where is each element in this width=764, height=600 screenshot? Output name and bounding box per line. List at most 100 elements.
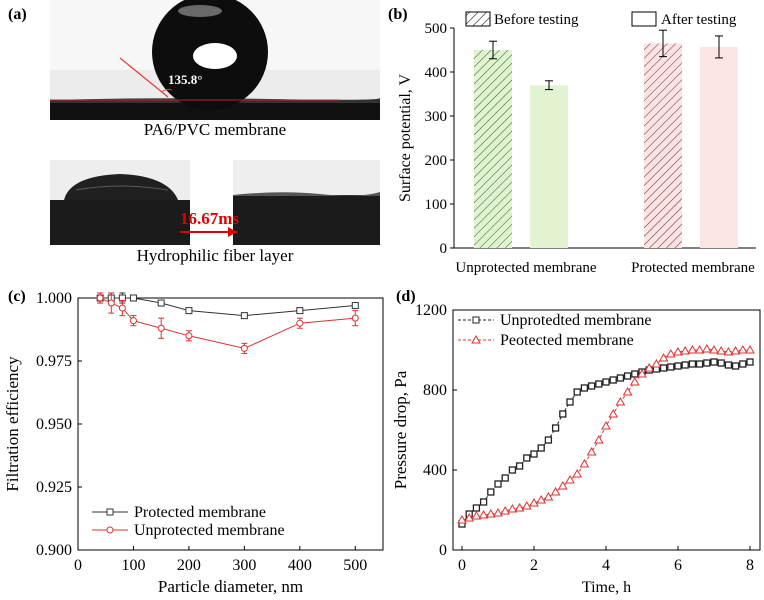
data-point (644, 362, 655, 372)
x-tick-label: 400 (288, 557, 312, 574)
data-point (514, 502, 525, 512)
data-point (595, 380, 603, 388)
data-point (487, 488, 495, 496)
data-point (573, 388, 581, 396)
data-point (745, 344, 755, 354)
series-line-0 (100, 297, 356, 317)
y-tick-label: 0 (440, 241, 448, 257)
x-category-label: Protected membrane (631, 260, 755, 276)
data-point (701, 343, 712, 353)
x-tick-label: 100 (121, 557, 145, 574)
data-point (622, 386, 633, 396)
chart-filtration-efficiency: 0 100 200 300 400 500 0.900 0.925 0.950 0.975 1.00… (3, 290, 384, 596)
data-point (507, 503, 518, 513)
y-axis-label: Surface potential, V (397, 74, 414, 203)
data-point (544, 436, 553, 444)
data-point (536, 494, 547, 504)
data-point (508, 466, 517, 474)
x-tick-label: 6 (674, 557, 682, 574)
data-point (457, 514, 467, 524)
y-tick-label: 0.950 (36, 416, 72, 433)
data-point (602, 378, 610, 386)
panel-label-a: (a) (8, 6, 27, 23)
data-point (631, 370, 639, 378)
legend-label: Unprotected membrane (134, 522, 285, 539)
data-point (494, 480, 502, 488)
y-tick-label: 100 (425, 197, 448, 213)
panel-label-b: (b) (388, 6, 408, 23)
data-point (572, 468, 583, 478)
data-point (681, 361, 689, 369)
legend-label-after: After testing (661, 12, 737, 28)
legend-marker (106, 508, 114, 516)
data-point (665, 348, 676, 358)
y-tick-label: 0.900 (36, 542, 72, 559)
y-tick-label: 400 (423, 462, 447, 479)
bar-protected-after (700, 46, 738, 248)
data-point (586, 446, 597, 456)
data-point (667, 363, 675, 371)
data-point (680, 345, 691, 355)
data-point (709, 344, 719, 354)
data-point (479, 498, 488, 506)
legend-label: Unprotedted membrane (500, 312, 652, 329)
data-point (593, 434, 604, 444)
data-point (537, 444, 545, 452)
data-point (687, 344, 698, 354)
data-point (616, 374, 625, 382)
series-line-0 (461, 361, 751, 525)
x-tick-label: 200 (177, 557, 201, 574)
contact-angle-label: 135.8° (168, 72, 202, 87)
data-point (500, 505, 511, 515)
data-point (566, 398, 574, 406)
data-point (543, 491, 554, 501)
data-point (716, 345, 727, 355)
data-point (737, 344, 748, 354)
data-point (118, 304, 126, 312)
data-point (185, 332, 193, 340)
y-tick-label: 400 (425, 65, 448, 81)
x-tick-label: 4 (602, 557, 610, 574)
y-tick-label: 1.000 (36, 290, 72, 307)
data-point (501, 474, 509, 482)
data-point (703, 359, 711, 367)
data-point (601, 420, 611, 430)
data-point (351, 314, 359, 322)
data-point (129, 294, 137, 302)
y-tick-label: 0 (439, 542, 447, 559)
caption-pa6-pvc: PA6/PVC membrane (143, 120, 287, 139)
data-point (658, 352, 669, 362)
data-point (674, 362, 682, 370)
data-point (608, 408, 619, 418)
data-point (673, 346, 683, 356)
data-point (694, 344, 705, 354)
data-point (629, 376, 640, 386)
x-tick-label: 500 (343, 557, 367, 574)
bar-unprotected-before-hatch (474, 50, 512, 248)
data-point (746, 358, 754, 366)
data-point (550, 486, 561, 496)
x-tick-label: 8 (746, 557, 754, 574)
data-point (493, 507, 503, 517)
data-point (695, 360, 704, 368)
data-point (724, 361, 733, 369)
data-point (730, 345, 741, 355)
data-point (565, 474, 575, 484)
data-point (688, 360, 697, 368)
chart-pressure-drop: 0 2 4 6 8 0 400 800 1200 Time, h Pressure drop, Pa… (391, 302, 761, 596)
legend-swatch-after (631, 11, 657, 27)
x-tick-label: 0 (458, 557, 466, 574)
data-point (579, 458, 590, 468)
legend-marker (472, 316, 480, 324)
legend-label: Peotected membrane (500, 332, 634, 349)
data-point (529, 497, 539, 507)
data-point (351, 302, 359, 310)
x-category-label: Unprotected membrane (455, 260, 597, 276)
x-axis-label: Particle diameter, nm (158, 577, 303, 596)
data-point (515, 462, 524, 470)
data-point (587, 382, 596, 390)
data-point (723, 346, 734, 356)
legend-marker (106, 526, 114, 534)
data-point (485, 508, 496, 518)
series-line-1 (99, 297, 356, 349)
